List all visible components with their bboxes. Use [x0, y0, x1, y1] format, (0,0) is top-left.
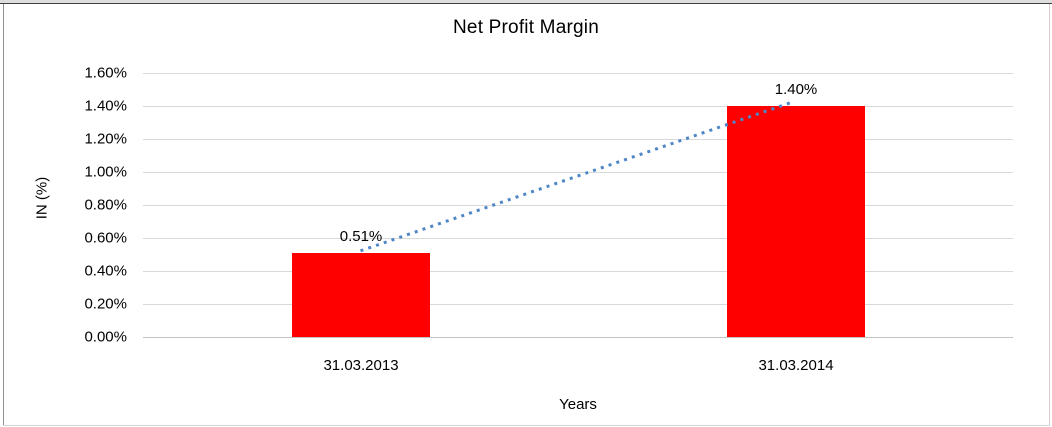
data-label: 0.51%	[339, 228, 383, 245]
frame-top-strip	[0, 0, 1052, 3]
gridline	[143, 304, 1013, 305]
bar[interactable]	[727, 106, 865, 337]
frame-left-line	[3, 4, 4, 425]
gridline	[143, 337, 1013, 338]
x-tick-label: 31.03.2014	[758, 357, 834, 374]
gridline	[143, 172, 1013, 173]
x-axis-title: Years	[559, 396, 597, 413]
frame-right-line	[1049, 4, 1050, 426]
y-tick-label: 0.20%	[84, 295, 127, 313]
gridline	[143, 73, 1013, 74]
y-tick-label: 1.60%	[84, 64, 127, 82]
gridline	[143, 271, 1013, 272]
data-label: 1.40%	[774, 81, 818, 98]
y-tick-label: 1.20%	[84, 130, 127, 148]
y-tick-label: 0.00%	[84, 328, 127, 346]
y-tick-label: 0.80%	[84, 196, 127, 214]
frame-top-line	[0, 3, 1052, 4]
y-tick-label: 1.00%	[84, 163, 127, 181]
gridline	[143, 139, 1013, 140]
chart-title: Net Profit Margin	[453, 17, 599, 38]
gridline	[143, 205, 1013, 206]
bar[interactable]	[292, 253, 430, 337]
gridline	[143, 106, 1013, 107]
y-tick-label: 0.40%	[84, 262, 127, 280]
frame-bottom-line	[3, 425, 1050, 426]
y-tick-label: 1.40%	[84, 97, 127, 115]
gridline	[143, 238, 1013, 239]
y-tick-label: 0.60%	[84, 229, 127, 247]
y-axis-title: IN (%)	[33, 176, 51, 220]
x-tick-label: 31.03.2013	[323, 357, 399, 374]
